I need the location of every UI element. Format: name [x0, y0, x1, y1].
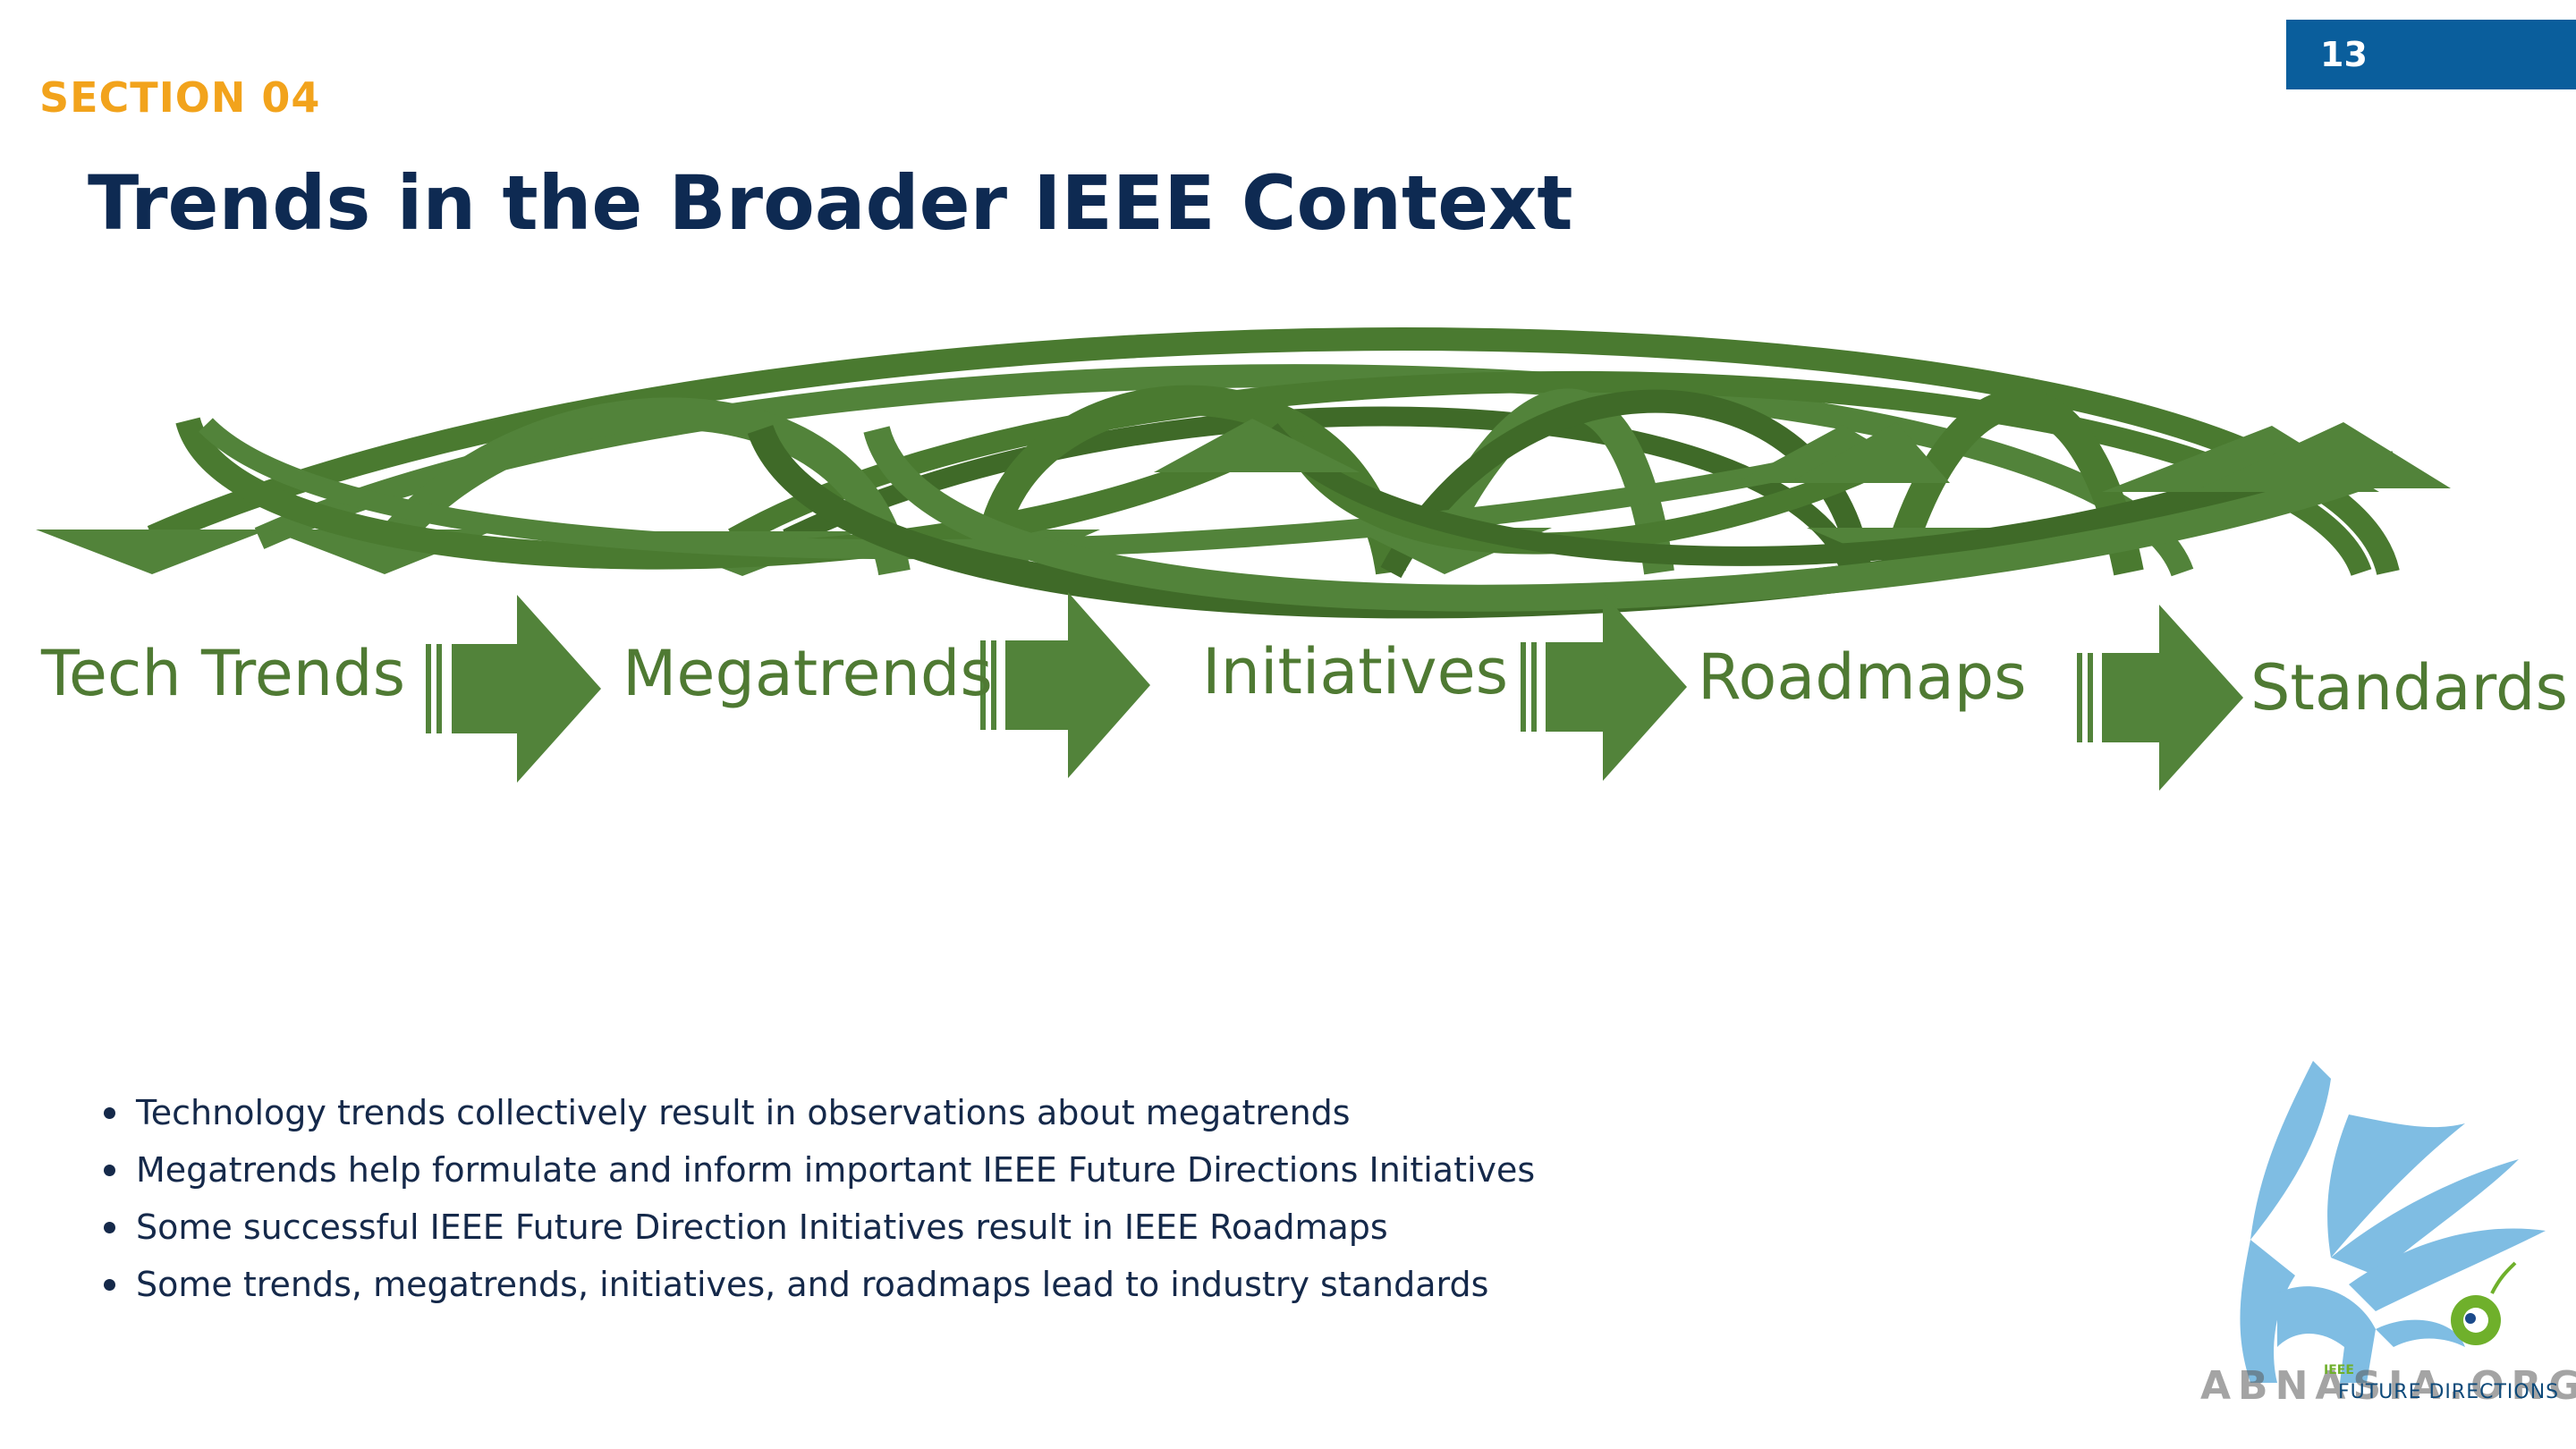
stage-megatrends: Megatrends [623, 637, 993, 710]
forward-arrow-4 [2077, 605, 2243, 791]
ieee-swirl-icon [2451, 1261, 2517, 1345]
bullet-item: Megatrends help formulate and inform imp… [98, 1141, 1535, 1199]
griffin-logo-icon [2240, 1061, 2546, 1383]
arc-megatrends-to-standards-2 [863, 425, 2402, 612]
arc-initiatives-to-standards [1262, 423, 2293, 566]
bullet-item: Some trends, megatrends, initiatives, an… [98, 1256, 1535, 1313]
bullet-item: Technology trends collectively result in… [98, 1084, 1535, 1141]
bullet-item: Some successful IEEE Future Direction In… [98, 1199, 1535, 1256]
arrowhead-standards-up-2 [2200, 422, 2451, 488]
stage-standards: Standards [2250, 651, 2568, 724]
flow-diagram [36, 327, 2451, 791]
stage-roadmaps: Roadmaps [1698, 640, 2027, 714]
lower-loop-arrows [175, 416, 2402, 619]
watermark-text: ABNASIA.ORG [2200, 1363, 2576, 1409]
arrowhead-initiatives-up [1154, 419, 1360, 472]
lower-arrowheads [1154, 419, 2451, 492]
forward-arrow-2 [980, 592, 1150, 778]
section-label: SECTION 04 [39, 73, 321, 122]
page-title: Trends in the Broader IEEE Context [88, 159, 1573, 247]
forward-arrows [426, 592, 2243, 791]
arc-techtrends-to-initiatives [175, 416, 1276, 570]
forward-arrow-3 [1521, 593, 1687, 781]
bullet-list: Technology trends collectively result in… [98, 1084, 1535, 1313]
stage-initiatives: Initiatives [1202, 635, 1509, 708]
logo-future-directions-text: FUTURE DIRECTIONS [2338, 1381, 2560, 1403]
arrowhead-techtrends-1 [36, 530, 268, 574]
arrowhead-roadmaps-up-2 [1789, 422, 1950, 483]
logo-ieee-text: IEEE [2324, 1363, 2354, 1377]
stage-tech-trends: Tech Trends [41, 637, 406, 710]
forward-arrow-1 [426, 595, 601, 783]
arc-megatrends-to-techtrends [381, 397, 911, 576]
page-number-badge: 13 [2286, 20, 2576, 89]
